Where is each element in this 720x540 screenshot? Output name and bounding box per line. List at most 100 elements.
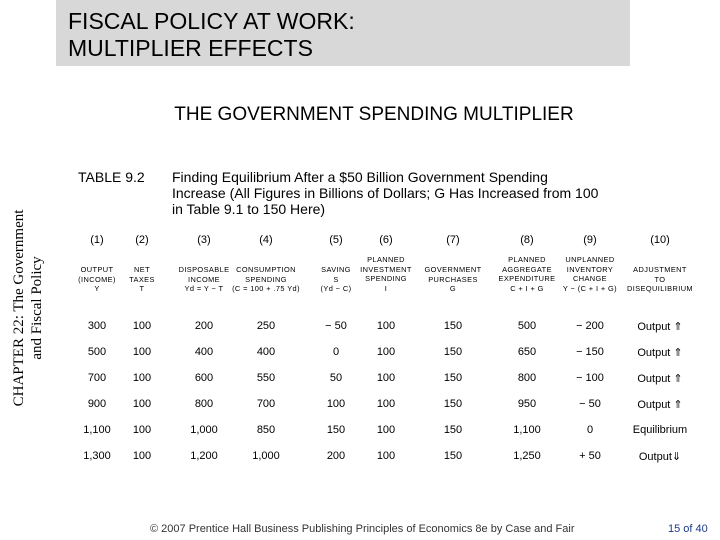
table-cell: 50	[329, 372, 343, 384]
column-header-line: ADJUSTMENT	[633, 265, 687, 274]
table-cell: 100	[132, 398, 152, 410]
table-cell: 1,200	[190, 450, 218, 462]
table-cell: 400	[256, 346, 276, 358]
table-tag: TABLE 9.2	[78, 169, 145, 185]
table-cell: 700	[256, 398, 276, 410]
table-cell: 0	[332, 346, 340, 358]
column-header: GOVERNMENT PURCHASES G	[407, 265, 499, 294]
table-cell: 550	[256, 372, 276, 384]
caption-line: in Table 9.1 to 150 Here)	[172, 201, 326, 217]
column-header-line: DISPOSABLE	[178, 265, 230, 274]
slide-title-line-1: FISCAL POLICY AT WORK:	[68, 8, 355, 34]
table-cell: 150	[443, 398, 463, 410]
table-cell: 150	[443, 320, 463, 332]
table-cell: 100	[132, 424, 152, 436]
table-cell: 100	[376, 424, 396, 436]
column-header-line: SPENDING	[245, 274, 287, 284]
column-header-line: I	[384, 283, 388, 293]
column-header: OUTPUT (INCOME) Y	[62, 265, 132, 294]
table-cell: 900	[87, 398, 107, 410]
chapter-label: CHAPTER 22: The Government and Fiscal Po…	[10, 210, 46, 407]
chapter-sidebar: CHAPTER 22: The Government and Fiscal Po…	[0, 150, 56, 466]
column-header-line: OUTPUT	[80, 265, 114, 274]
column-number: (7)	[446, 234, 460, 246]
table-cell: 500	[87, 346, 107, 358]
table-cell: + 50	[579, 450, 601, 462]
column-header: SAVING S (Yd − C)	[306, 265, 366, 294]
table-cell: 300	[87, 320, 107, 332]
table-cell: 1,000	[252, 450, 280, 462]
table-cell: 150	[443, 450, 463, 462]
table-cell: 100	[132, 320, 152, 332]
caption-line: Increase (All Figures in Billions of Dol…	[172, 185, 599, 201]
table-cell: 800	[517, 372, 537, 384]
table-cell: 600	[194, 372, 214, 384]
column-header-line: CHANGE	[572, 274, 608, 283]
column-header-line: PLANNED	[367, 255, 405, 264]
table-cell: 100	[132, 450, 152, 462]
column-number: (10)	[650, 234, 670, 246]
column-header-line: UNPLANNED	[565, 255, 615, 264]
column-header-line: (C = 100 + .75 Yd)	[232, 284, 300, 293]
column-header-line: NET	[134, 265, 150, 274]
table-cell: 100	[376, 346, 396, 358]
column-header-line: G	[449, 284, 457, 293]
table-cell: 150	[443, 424, 463, 436]
column-header-line: S	[333, 274, 339, 284]
column-number: (5)	[329, 234, 343, 246]
column-header: UNPLANNED INVENTORY CHANGE Y − (C + I + G)	[547, 255, 633, 293]
table-cell: − 150	[576, 346, 604, 358]
table-cell: 0	[586, 424, 594, 436]
table-cell: 650	[517, 346, 537, 358]
table-cell: 500	[517, 320, 537, 332]
table-cell: Output ⇑	[637, 347, 683, 359]
table-cell: Output⇓	[638, 451, 682, 463]
column-header-line: PLANNED	[508, 255, 546, 264]
column-header-line: Y	[94, 284, 100, 293]
column-number: (9)	[583, 234, 597, 246]
table-cell: Output ⇑	[637, 399, 683, 411]
footer-credit: © 2007 Prentice Hall Business Publishing…	[150, 523, 575, 535]
table-cell: 100	[376, 320, 396, 332]
table-cell: 250	[256, 320, 276, 332]
table-cell: 100	[376, 398, 396, 410]
table-cell: 1,300	[83, 450, 111, 462]
table-cell: 150	[326, 424, 346, 436]
column-number: (2)	[135, 234, 149, 246]
column-header-line: TAXES	[129, 274, 155, 284]
table-cell: − 200	[576, 320, 604, 332]
column-header: PLANNED AGGREGATE EXPENDITURE C + I + G	[479, 255, 575, 293]
column-header-line: TO	[654, 274, 666, 284]
column-header-line: CONSUMPTION	[236, 265, 296, 274]
table-cell: 1,100	[83, 424, 111, 436]
column-header-line: (INCOME)	[78, 274, 116, 284]
table-cell: 100	[376, 372, 396, 384]
column-header-line: GOVERNMENT	[424, 265, 482, 274]
table-cell: − 50	[325, 320, 347, 332]
column-header-line: INCOME	[188, 274, 220, 284]
table-cell: 100	[326, 398, 346, 410]
table-cell: 700	[87, 372, 107, 384]
column-number: (6)	[379, 234, 393, 246]
column-header-line: C + I + G	[510, 283, 544, 293]
column-header-line: Yd = Y − T	[184, 284, 224, 293]
table-cell: 100	[132, 346, 152, 358]
table-cell: 950	[517, 398, 537, 410]
page-number: 15 of 40	[668, 523, 708, 535]
column-header-line: SAVING	[321, 265, 351, 274]
column-number: (4)	[259, 234, 273, 246]
column-number: (1)	[90, 234, 104, 246]
caption-line: Finding Equilibrium After a $50 Billion …	[172, 169, 548, 185]
table-cell: 100	[376, 450, 396, 462]
table-cell: 1,000	[190, 424, 218, 436]
column-header: CONSUMPTION SPENDING (C = 100 + .75 Yd)	[214, 265, 318, 294]
column-header-line: INVESTMENT	[360, 264, 412, 274]
chapter-label-line-1: CHAPTER 22: The Government	[11, 209, 27, 407]
table-cell: 150	[443, 372, 463, 384]
column-header-line: (Yd − C)	[320, 284, 352, 293]
table-cell: Output ⇑	[637, 321, 683, 333]
table-caption-text: Finding Equilibrium After a $50 Billion …	[172, 169, 692, 217]
table-cell: 850	[256, 424, 276, 436]
table-cell: 200	[194, 320, 214, 332]
column-header-line: DISEQUILIBRIUM	[627, 284, 693, 293]
